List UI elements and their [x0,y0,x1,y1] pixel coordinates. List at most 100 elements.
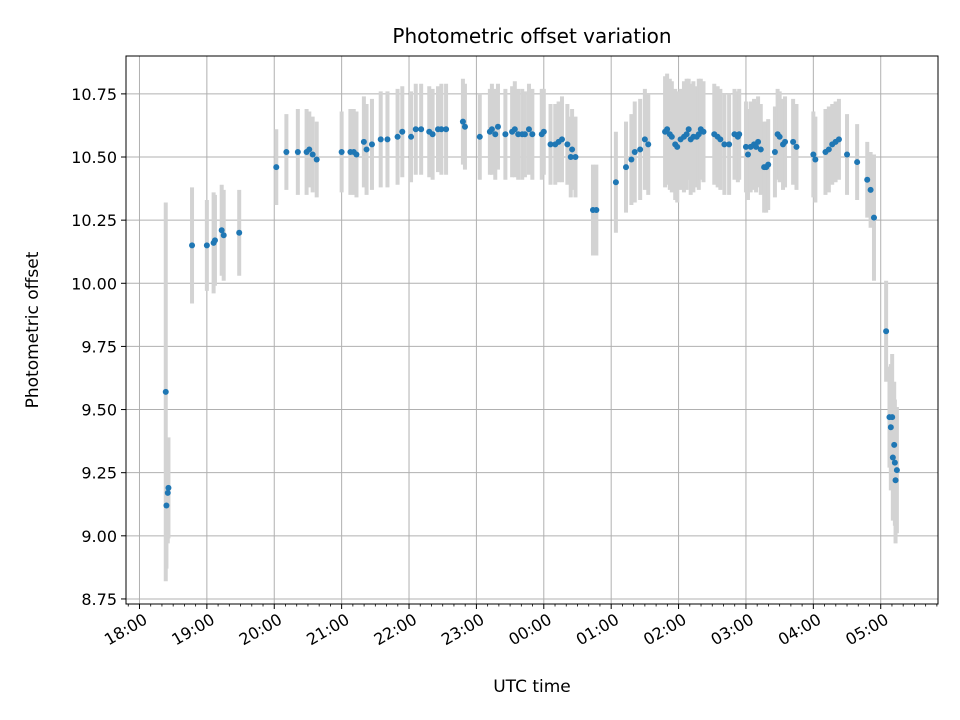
data-point [641,136,648,143]
data-point [755,138,762,145]
data-point [360,138,367,145]
data-point [825,146,832,153]
y-tick-label: 10.75 [71,85,117,104]
data-points [162,118,900,509]
data-point [887,424,894,431]
data-point [685,126,692,133]
data-point [867,186,874,193]
data-point [220,232,227,239]
data-point [162,388,169,395]
data-point [870,214,877,221]
data-point [338,148,345,155]
data-point [892,477,899,484]
data-point [736,131,743,138]
data-point [765,161,772,168]
data-point [628,156,635,163]
data-point [726,141,733,148]
data-point [211,237,218,244]
data-point [782,138,789,145]
data-point [461,123,468,130]
data-point [492,131,499,138]
data-point [459,118,466,125]
data-point [283,148,290,155]
data-point [540,128,547,135]
data-point [776,133,783,140]
data-point [511,126,518,133]
y-tick-label: 10.25 [71,211,117,230]
data-point [412,126,419,133]
data-point [757,146,764,153]
y-tick-label: 8.75 [81,590,117,609]
data-point [164,489,171,496]
data-point [494,123,501,130]
data-point [203,242,210,249]
data-point [564,141,571,148]
y-tick-label: 10.50 [71,148,117,167]
data-point [742,143,749,150]
y-tick-label: 9.50 [81,401,117,420]
data-point [674,143,681,150]
data-point [717,136,724,143]
data-point [165,484,172,491]
data-point [163,502,170,509]
y-axis-label: Photometric offset [23,251,43,408]
data-point [744,151,751,158]
data-point [377,136,384,143]
data-point [664,126,671,133]
data-point [558,136,565,143]
data-point [547,141,554,148]
data-point [844,151,851,158]
data-point [438,126,445,133]
data-point [569,146,576,153]
y-tick-label: 9.75 [81,337,117,356]
data-point [429,131,436,138]
data-point [889,454,896,461]
data-point [812,156,819,163]
data-point [700,128,707,135]
y-tick-label: 9.25 [81,464,117,483]
data-point [394,133,401,140]
data-point [189,242,196,249]
data-point [236,229,243,236]
data-point [313,156,320,163]
data-point [572,154,579,161]
data-point [309,151,316,158]
data-point [790,138,797,145]
data-point [695,131,702,138]
data-point [408,133,415,140]
data-point [502,131,509,138]
data-point [810,151,817,158]
data-point [721,141,728,148]
data-point [294,148,301,155]
y-axis-ticks: 8.75 9.00 9.25 9.50 9.75 10.00 10.25 10.50 10.75 [71,85,126,609]
data-point [612,179,619,186]
data-point [353,151,360,158]
data-point [525,126,532,133]
chart-title: Photometric offset variation [392,24,671,48]
data-point [273,164,280,171]
data-point [668,133,675,140]
data-point [893,467,900,474]
data-point [443,126,450,133]
data-point [889,414,896,421]
data-point [488,126,495,133]
data-point [883,328,890,335]
data-point [753,143,760,150]
data-point [567,154,574,161]
y-tick-label: 9.00 [81,527,117,546]
data-point [864,176,871,183]
data-point [384,136,391,143]
data-point [793,143,800,150]
data-point [218,227,225,234]
data-point [891,441,898,448]
plot-frame [125,55,939,605]
data-point [623,164,630,171]
data-point [771,148,778,155]
data-point [363,146,370,153]
data-point [683,131,690,138]
y-tick-label: 10.00 [71,274,117,293]
data-point [399,128,406,135]
data-point [529,131,536,138]
data-point [418,126,425,133]
data-point [645,141,652,148]
